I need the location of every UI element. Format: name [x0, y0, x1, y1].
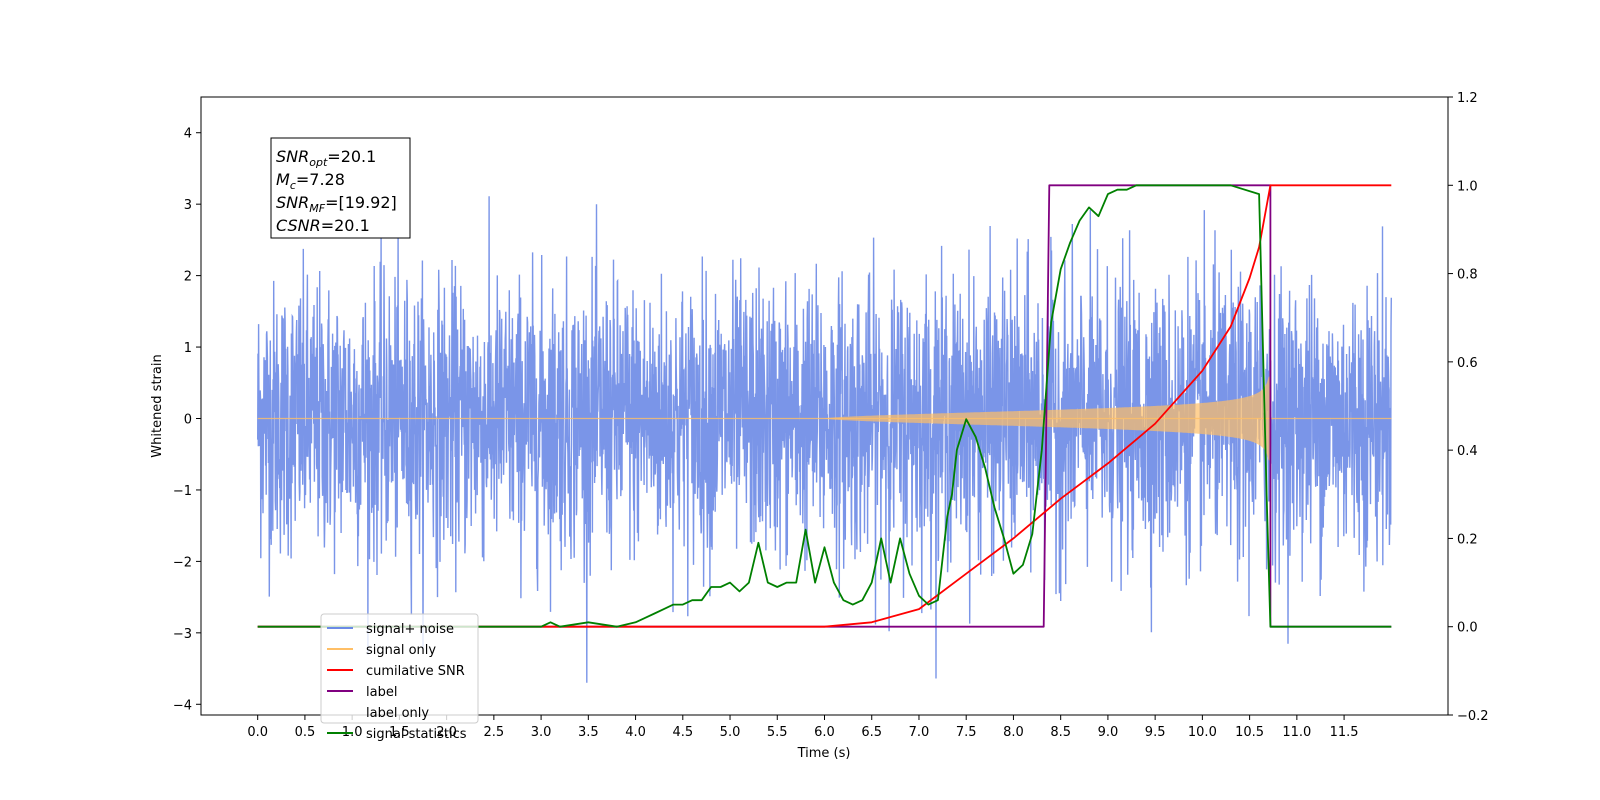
info-symbol: SNR: [276, 193, 309, 212]
x-tick-label: 4.0: [625, 725, 646, 740]
x-tick-label: 1.5: [389, 725, 410, 740]
x-tick-label: 5.0: [720, 725, 741, 740]
legend-label: label: [366, 685, 397, 700]
x-tick-label: 2.0: [436, 725, 457, 740]
info-box-frame: [270, 137, 411, 239]
x-tick-label: 5.5: [767, 725, 788, 740]
info-value: =20.1: [327, 147, 376, 166]
legend-label: signal statistics: [366, 727, 467, 742]
legend-frame: [320, 613, 479, 724]
info-value: =20.1: [321, 216, 370, 235]
signal-statistics-line: [257, 184, 1392, 628]
info-symbol: CSNR: [276, 216, 321, 235]
y-tick-label-right: −0.2: [1457, 709, 1489, 724]
info-subscript: c: [290, 179, 296, 192]
info-line: SNRMF=[19.92]: [276, 193, 397, 215]
signal-only-series: [257, 376, 1392, 461]
legend: signal+ noise signal only cumilative SNR la…: [320, 613, 479, 742]
x-tick-label: 10.0: [1188, 725, 1217, 740]
y-tick-label-left: 4: [184, 127, 192, 142]
y-tick-label-left: −3: [173, 627, 192, 642]
x-tick-label: 4.5: [672, 725, 693, 740]
y-tick-label-right: 1.0: [1457, 179, 1478, 194]
x-tick-label: 3.0: [531, 725, 552, 740]
x-tick-label: 10.5: [1235, 725, 1264, 740]
info-symbol: SNR: [276, 147, 309, 166]
legend-entries: signal+ noise signal only cumilative SNR la…: [327, 622, 467, 742]
y-axis-right: −0.2 0.0 0.2 0.4 0.6 0.8 1.0 1.2: [1448, 91, 1489, 724]
right-axis-series: [257, 184, 1392, 628]
x-tick-label: 0.0: [247, 725, 268, 740]
x-tick-label: 7.5: [956, 725, 977, 740]
x-tick-label: 0.5: [295, 725, 316, 740]
y-tick-label-right: 0.4: [1457, 444, 1478, 459]
x-tick-label: 9.5: [1145, 725, 1166, 740]
x-axis-label: Time (s): [797, 746, 851, 761]
y-axis-label-left: Whitened strain: [150, 354, 165, 457]
y-tick-label-left: 0: [184, 413, 192, 428]
x-tick-label: 2.5: [484, 725, 505, 740]
legend-label: signal+ noise: [366, 622, 454, 637]
info-subscript: MF: [309, 202, 325, 215]
y-tick-label-left: 1: [184, 341, 192, 356]
signal-noise-line: [257, 196, 1392, 683]
x-tick-label: 9.0: [1098, 725, 1119, 740]
legend-label: label only: [366, 706, 429, 721]
y-tick-label-left: 2: [184, 270, 192, 285]
y-tick-label-right: 0.2: [1457, 532, 1478, 547]
signal-noise-series: [257, 196, 1392, 683]
plot-area: [257, 184, 1392, 683]
info-line: Mc=7.28: [276, 170, 345, 192]
y-tick-label-right: 0.0: [1457, 621, 1478, 636]
y-tick-label-left: −2: [173, 555, 192, 570]
info-line: CSNR=20.1: [276, 216, 370, 235]
x-tick-label: 11.5: [1330, 725, 1359, 740]
x-axis: 0.0 0.5 1.0 1.5 2.0 2.5 3.0 3.5 4.0 4.5 5.0 5.5 6.0 6…: [247, 715, 1359, 740]
x-tick-label: 6.5: [861, 725, 882, 740]
legend-label: signal only: [366, 643, 436, 658]
x-tick-label: 3.5: [578, 725, 599, 740]
y-tick-label-right: 1.2: [1457, 91, 1478, 106]
y-tick-label-left: 3: [184, 198, 192, 213]
x-tick-label: 7.0: [909, 725, 930, 740]
info-line: SNRopt=20.1: [276, 147, 376, 169]
y-tick-label-right: 0.6: [1457, 356, 1478, 371]
x-tick-label: 11.0: [1282, 725, 1311, 740]
info-subscript: opt: [309, 156, 328, 169]
legend-label: cumilative SNR: [366, 664, 465, 679]
info-symbol: M: [276, 170, 290, 189]
info-value: =7.28: [296, 170, 345, 189]
y-tick-label-left: −1: [173, 484, 192, 499]
y-tick-label-right: 0.8: [1457, 268, 1478, 283]
y-tick-label-left: −4: [173, 698, 192, 713]
x-tick-label: 8.5: [1050, 725, 1071, 740]
x-tick-label: 6.0: [814, 725, 835, 740]
x-tick-label: 8.0: [1003, 725, 1024, 740]
cumilative-snr-line: [257, 184, 1392, 628]
info-value: =[19.92]: [325, 193, 397, 212]
y-axis-left: −4 −3 −2 −1 0 1 2 3 4: [173, 127, 201, 713]
